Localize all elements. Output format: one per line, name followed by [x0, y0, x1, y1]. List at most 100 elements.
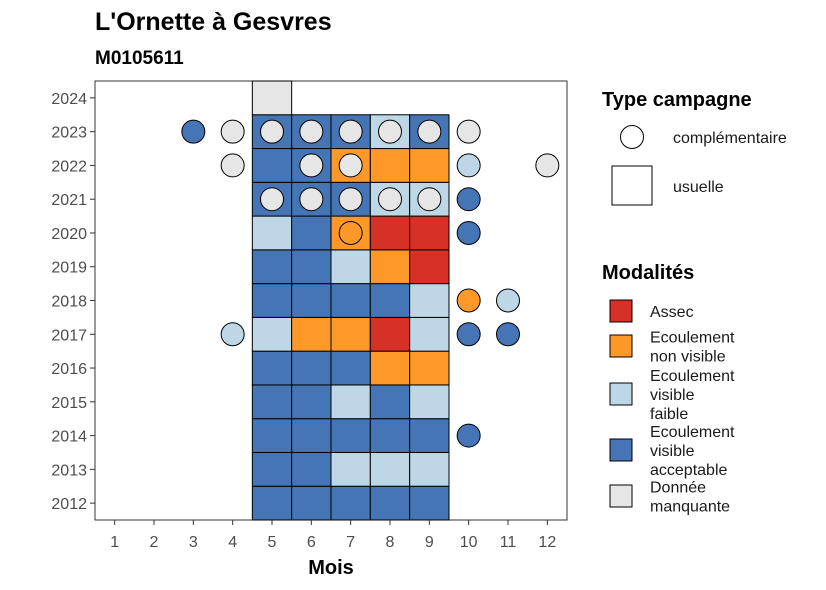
heatmap-cell — [409, 283, 450, 318]
legend-mod-label: visible — [650, 387, 695, 404]
heatmap-cell — [251, 80, 293, 116]
heatmap-cell — [369, 316, 411, 352]
legend-mod-label: Donnée — [650, 480, 706, 497]
heatmap-cell — [330, 451, 371, 487]
heatmap-cell — [291, 384, 332, 420]
legend-type-label: usuelle — [673, 179, 724, 196]
campaign-point — [220, 119, 245, 144]
legend-mod-label: faible — [650, 406, 688, 423]
heatmap-cell — [291, 316, 332, 352]
x-tick-label: 1 — [110, 534, 119, 551]
x-tick-label: 5 — [268, 534, 277, 551]
legend-mod-label: Ecoulement — [650, 424, 735, 441]
y-tick-label: 2016 — [51, 361, 87, 378]
heatmap-cell — [409, 384, 450, 420]
campaign-point — [338, 187, 363, 212]
legend-mod-label: visible — [650, 443, 695, 460]
axes-layer: 1 2 3 4 5 6 7 8 9 10 11 122012201320142015201620172… — [51, 91, 556, 551]
heatmap-cell — [251, 384, 293, 420]
legend-mod-label: acceptable — [650, 462, 727, 479]
chart-subtitle: M0105611 — [95, 48, 184, 69]
y-tick-label: 2015 — [51, 395, 87, 412]
legend-mod-label: manquante — [650, 499, 730, 516]
circles-layer — [181, 119, 560, 448]
heatmap-cell — [409, 215, 450, 251]
heatmap-cell — [291, 485, 332, 521]
legend-modalites: Modalités Assec Ecoulement non visible Ecou… — [602, 262, 735, 516]
campaign-point — [456, 220, 481, 245]
legend-mod-title: Modalités — [602, 262, 694, 284]
heatmap-cell — [291, 215, 332, 251]
heatmap-cell — [251, 350, 293, 386]
legend-mod-swatch — [609, 382, 633, 406]
heatmap-cell — [251, 148, 293, 183]
heatmap-cell — [369, 249, 411, 285]
heatmap-cell — [330, 418, 371, 453]
x-tick-label: 11 — [500, 534, 517, 551]
squares-layer — [251, 80, 450, 521]
legend-mod-swatch — [609, 334, 633, 358]
heatmap-cell — [291, 249, 332, 285]
campaign-point — [260, 187, 284, 212]
campaign-point — [456, 288, 481, 313]
heatmap-cell — [251, 316, 293, 352]
legend-type-title: Type campagne — [602, 89, 752, 111]
legend-mod-swatch — [609, 438, 633, 462]
y-tick-label: 2017 — [51, 327, 87, 344]
x-tick-label: 8 — [386, 534, 395, 551]
heatmap-cell — [291, 283, 332, 318]
campaign-point — [378, 119, 402, 144]
heatmap-cell — [409, 249, 450, 285]
heatmap-cell — [409, 350, 450, 386]
y-tick-label: 2012 — [51, 496, 87, 513]
campaign-point — [220, 322, 245, 347]
heatmap-cell — [369, 451, 411, 487]
heatmap-cell — [291, 451, 332, 487]
legend-mod-label: non visible — [650, 349, 726, 366]
y-tick-label: 2020 — [51, 226, 87, 243]
heatmap-cell — [409, 485, 450, 521]
heatmap-cell — [369, 283, 411, 318]
campaign-point — [299, 187, 324, 212]
legend-mod-label: Assec — [650, 304, 694, 321]
heatmap-cell — [330, 485, 371, 521]
heatmap-cell — [409, 451, 450, 487]
x-tick-label: 10 — [460, 534, 478, 551]
legend-circle-symbol — [620, 125, 644, 149]
legend-mod-label: Ecoulement — [650, 368, 735, 385]
campaign-point — [338, 119, 363, 144]
y-tick-label: 2019 — [51, 260, 87, 277]
campaign-point — [378, 187, 402, 212]
heatmap-cell — [369, 215, 411, 251]
heatmap-cell — [369, 418, 411, 453]
x-axis-title: Mois — [308, 557, 354, 579]
heatmap-cell — [409, 418, 450, 453]
heatmap-cell — [251, 215, 293, 251]
campaign-point — [456, 119, 481, 144]
campaign-point — [456, 153, 481, 178]
y-tick-label: 2024 — [51, 91, 87, 108]
legend-type-label: complémentaire — [673, 130, 787, 147]
y-tick-label: 2021 — [51, 192, 87, 209]
heatmap-cell — [409, 148, 450, 183]
heatmap-cell — [251, 485, 293, 521]
heatmap-cell — [251, 451, 293, 487]
y-tick-label: 2023 — [51, 125, 87, 142]
campaign-point — [338, 153, 363, 178]
y-tick-label: 2018 — [51, 294, 87, 311]
legend-type-campagne: Type campagne complémentaire usuelle — [602, 89, 787, 206]
campaign-point — [220, 153, 245, 178]
campaign-point — [456, 322, 481, 347]
heatmap-cell — [330, 249, 371, 285]
campaign-point — [181, 119, 206, 144]
legend-mod-swatch — [609, 484, 633, 508]
heatmap-cell — [369, 350, 411, 386]
heatmap-cell — [330, 316, 371, 352]
legend-mod-swatch — [609, 299, 633, 323]
heatmap-cell — [369, 485, 411, 521]
heatmap-cell — [330, 384, 371, 420]
heatmap-cell — [291, 350, 332, 386]
heatmap-cell — [369, 148, 411, 183]
x-tick-label: 12 — [538, 534, 556, 551]
